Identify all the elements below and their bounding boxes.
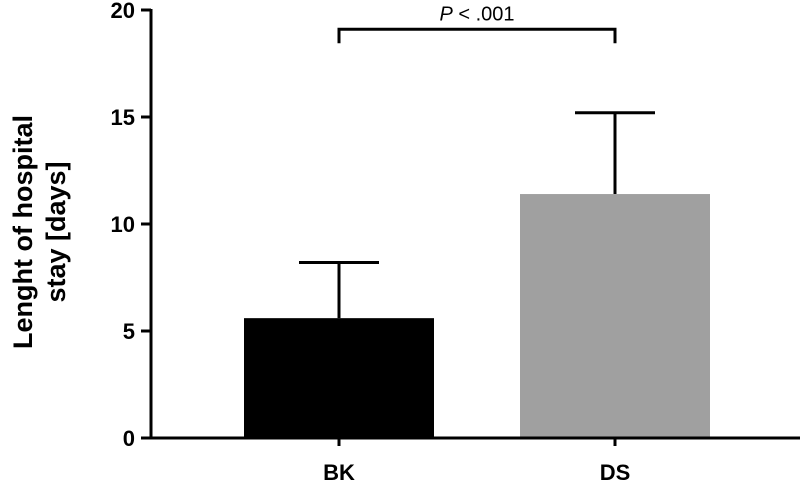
- y-tick-label-15: 15: [111, 105, 135, 130]
- y-axis-label: Lenght of hospital stay [days]: [8, 115, 71, 349]
- y-tick-label-20: 20: [111, 0, 135, 23]
- y-tick-label-10: 10: [111, 212, 135, 237]
- significance-label: P < .001: [439, 3, 514, 25]
- significance-p-letter: P: [439, 3, 453, 25]
- y-tick-label-5: 5: [123, 319, 135, 344]
- y-axis-label-line-1: Lenght of hospital: [8, 115, 38, 349]
- x-tick-label-bk: BK: [323, 460, 355, 481]
- x-tick-label-ds: DS: [600, 460, 631, 481]
- y-tick-label-0: 0: [123, 426, 135, 451]
- significance-p-value: < .001: [453, 3, 515, 25]
- significance-bracket: [337, 27, 617, 44]
- y-axis-label-line-2: stay [days]: [41, 161, 71, 302]
- significance-annotation: P < .001: [337, 3, 617, 44]
- bar-bk: [244, 318, 434, 438]
- bar-ds: [520, 194, 710, 438]
